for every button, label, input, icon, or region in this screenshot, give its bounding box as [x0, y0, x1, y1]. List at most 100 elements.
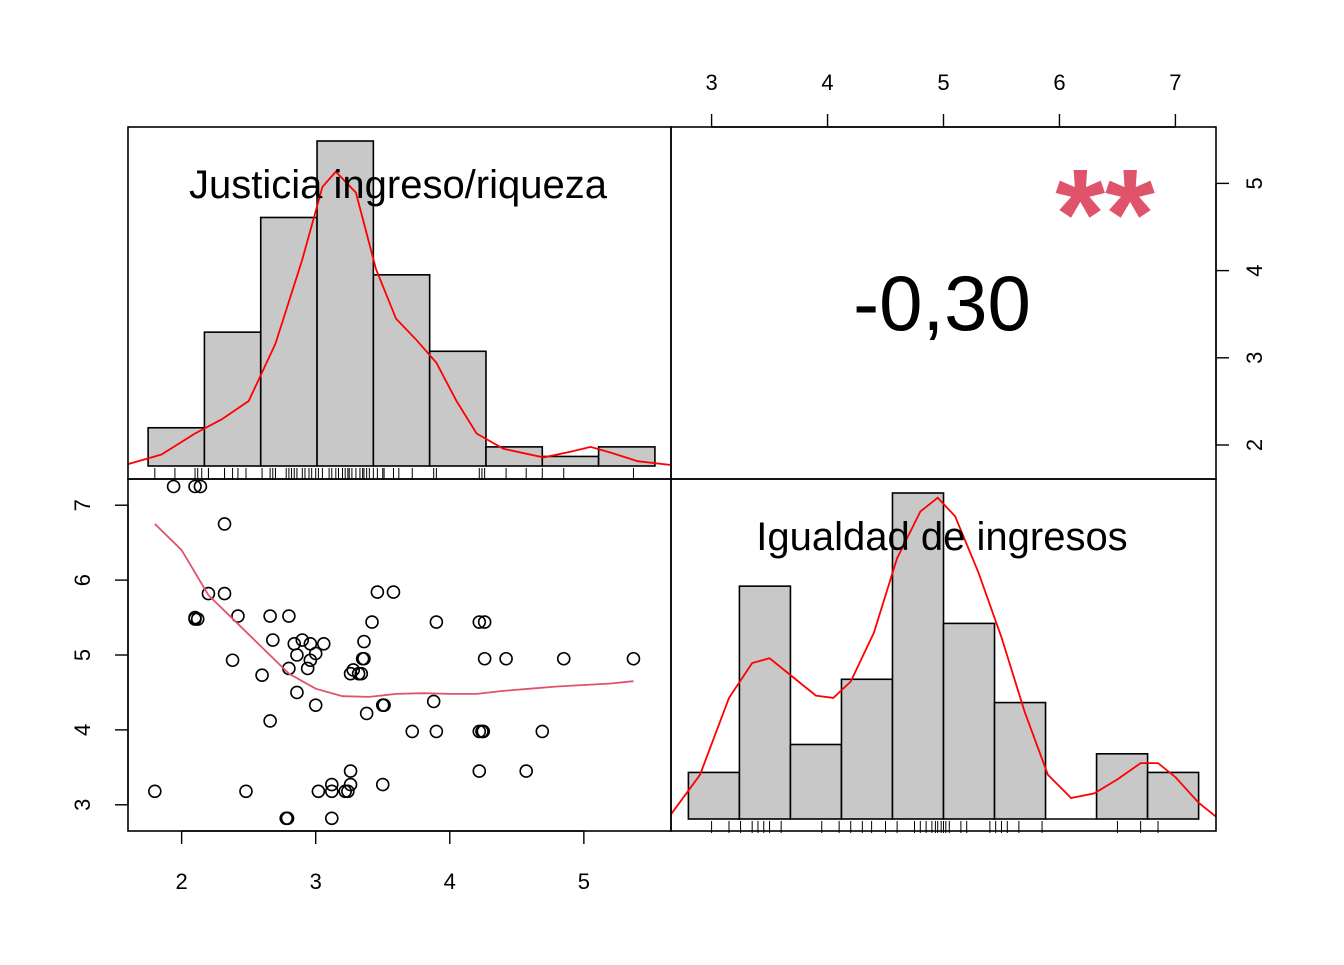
right-tick-label: 2 [1242, 439, 1267, 451]
scatter-point [365, 615, 379, 629]
igualdad-hist-bar [1146, 771, 1200, 820]
scatter-point [370, 585, 385, 599]
scatter-point [405, 724, 420, 739]
bottom-tick-label: 2 [176, 869, 188, 894]
justicia-hist-bar [259, 216, 318, 467]
scatter-point [166, 479, 181, 494]
correlation-panel: -0,30 ** [853, 143, 1155, 347]
variable-label-igualdad: Igualdad de ingresos [756, 515, 1127, 559]
top-tick-label: 7 [1169, 70, 1181, 95]
scatter-point [148, 784, 162, 799]
top-tick-label: 6 [1053, 70, 1065, 95]
scatter-point [499, 651, 513, 666]
scatter-point [477, 651, 492, 666]
justicia-hist-bar [485, 446, 544, 467]
scatter-point [188, 479, 202, 494]
igualdad-hist-bar [840, 678, 894, 820]
scatter-point [324, 811, 339, 826]
right-tick-label: 4 [1242, 264, 1267, 276]
smooth-line [154, 523, 634, 698]
scatter-point [193, 479, 208, 494]
scatter-point [626, 651, 641, 666]
scatter-point [231, 609, 245, 623]
scatter-point [217, 586, 232, 601]
igualdad-hist-bar [993, 701, 1047, 820]
scatter-point [263, 609, 277, 623]
justicia-hist-bar [597, 446, 656, 467]
correlation-value: -0,30 [853, 259, 1031, 347]
scatter-point [217, 517, 232, 531]
top-tick-label: 5 [937, 70, 949, 95]
left-tick-label: 3 [70, 799, 95, 811]
scatter-point [265, 633, 280, 647]
scatter-point [282, 609, 296, 623]
scatter-point [429, 615, 444, 629]
justicia-hist-bar [428, 350, 487, 467]
scatter-point [311, 784, 326, 799]
scatter-point [343, 764, 358, 778]
scatter-point [535, 724, 550, 739]
scatter-point [477, 615, 492, 629]
scatter-point [386, 585, 401, 599]
scatter-point [357, 651, 371, 666]
bottom-tick-label: 3 [310, 869, 322, 894]
justicia-hist-bar [372, 274, 431, 467]
scatter-point [476, 724, 491, 739]
significance-stars: ** [1055, 143, 1155, 286]
scatter-point [239, 784, 253, 799]
scatter-point [472, 764, 487, 778]
scatter-point [429, 724, 444, 739]
scatter-point [377, 698, 391, 712]
right-tick-label: 5 [1242, 177, 1267, 189]
scatter-point [295, 633, 310, 647]
scatter-point [519, 764, 534, 778]
left-tick-label: 7 [70, 499, 95, 511]
right-tick-label: 3 [1242, 352, 1267, 364]
frame-bottom-left [127, 478, 672, 832]
scatter-point [263, 714, 277, 728]
panel-frames [127, 126, 1217, 832]
left-tick-label: 5 [70, 649, 95, 661]
scatter-point [426, 694, 441, 709]
scatter-point [357, 634, 371, 649]
scatter-point [359, 706, 374, 721]
left-tick-label: 6 [70, 574, 95, 586]
scatter-point [343, 666, 358, 681]
scatter-point [201, 586, 216, 601]
igualdad-density-line [670, 496, 1217, 818]
igualdad-hist-bar [942, 622, 996, 820]
left-tick-label: 4 [70, 724, 95, 736]
igualdad-histogram-panel [670, 492, 1217, 833]
justicia-histogram-panel [127, 140, 672, 480]
scatter-point [225, 653, 240, 668]
scatter-point [290, 685, 304, 700]
top-tick-label: 4 [821, 70, 833, 95]
bottom-tick-label: 5 [578, 869, 590, 894]
frame-bottom-right [670, 478, 1217, 832]
scatter-point [472, 615, 487, 629]
scatter-point [255, 668, 269, 683]
scatter-point [556, 651, 571, 666]
scatter-point [316, 636, 331, 651]
scatter-panel [148, 479, 641, 826]
scatter-point [324, 784, 339, 799]
scatter-point [354, 666, 369, 681]
igualdad-hist-bar [789, 743, 843, 820]
variable-label-justicia: Justicia ingreso/riqueza [189, 163, 608, 207]
scatter-point [280, 811, 295, 826]
justicia-density-line [127, 170, 672, 466]
scatter-point [375, 777, 390, 792]
scatter-point [300, 661, 315, 676]
top-tick-label: 3 [705, 70, 717, 95]
igualdad-hist-bar [738, 585, 792, 820]
scatter-point [324, 777, 339, 792]
bottom-tick-label: 4 [444, 869, 456, 894]
justicia-hist-bar [203, 331, 262, 467]
igualdad-hist-bar [891, 492, 945, 820]
scatter-point [308, 698, 323, 712]
scatter-point [341, 784, 355, 799]
scatter-point [290, 648, 304, 662]
scatter-point [308, 646, 323, 661]
